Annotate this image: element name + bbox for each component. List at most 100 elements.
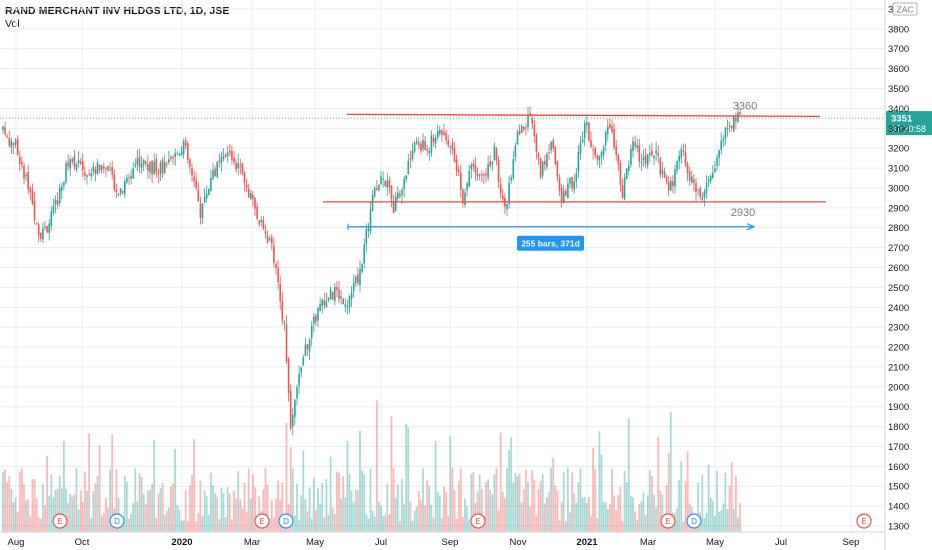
- candle-body: [46, 226, 48, 233]
- price-axis-label: 2100: [888, 362, 909, 373]
- volume-bar: [342, 476, 345, 532]
- price-axis-label: 2700: [888, 243, 909, 254]
- candle-body: [600, 152, 603, 157]
- candle-body: [405, 175, 407, 180]
- earnings-marker[interactable]: [470, 513, 486, 529]
- candle-body: [569, 178, 571, 185]
- candle-body: [187, 143, 189, 160]
- candle-body: [229, 150, 231, 153]
- candle-body: [497, 159, 500, 183]
- volume-bar: [23, 484, 25, 532]
- candle-body: [287, 358, 290, 394]
- candle-body: [550, 142, 552, 151]
- volume-bar: [327, 514, 330, 532]
- candle-body: [388, 180, 391, 187]
- dividend-marker[interactable]: [109, 513, 125, 529]
- volume-bar: [201, 515, 204, 532]
- volume-bar: [634, 511, 636, 532]
- candle-body: [693, 179, 695, 183]
- volume-bar: [617, 495, 620, 532]
- price-axis-label: 2900: [888, 203, 909, 214]
- earnings-marker[interactable]: [52, 513, 68, 529]
- candle-body: [273, 245, 275, 263]
- volume-bar: [285, 423, 288, 532]
- volume-bar: [304, 499, 307, 532]
- measure-badge-label: 255 bars, 371d: [521, 239, 580, 249]
- volume-bar: [577, 482, 580, 532]
- volume-bar: [336, 471, 338, 532]
- volume-bar: [434, 441, 437, 532]
- time-axis-label: 2021: [576, 537, 598, 548]
- volume-bar: [245, 511, 248, 532]
- volume-bar: [220, 487, 223, 532]
- candle-body: [415, 140, 418, 144]
- volume-bar: [39, 518, 42, 532]
- candle-body: [573, 181, 575, 190]
- candle-body: [19, 157, 21, 165]
- volume-bar: [648, 470, 651, 532]
- volume-bar: [48, 495, 51, 532]
- resistance-line[interactable]: [346, 113, 821, 118]
- time-axis-label: 2020: [171, 537, 192, 548]
- volume-bar: [88, 433, 90, 532]
- candle-body: [250, 193, 252, 199]
- candle-body: [340, 296, 342, 299]
- volume-bar: [537, 489, 540, 532]
- volume-bar: [130, 513, 132, 532]
- volume-bar: [657, 436, 660, 532]
- volume-bar: [69, 493, 72, 532]
- price-axis-label: 1300: [888, 522, 909, 533]
- volume-bar: [550, 467, 552, 532]
- volume-bar: [214, 492, 216, 532]
- candle-body: [235, 162, 237, 170]
- volume-bar: [390, 416, 393, 532]
- candle-body: [21, 162, 23, 165]
- volume-bar: [722, 503, 725, 532]
- volume-bar: [611, 468, 613, 532]
- candle-body: [386, 180, 389, 188]
- candle-body: [581, 139, 584, 143]
- candle-body: [119, 188, 122, 194]
- volume-bar: [726, 509, 729, 532]
- volume-bar: [142, 493, 145, 532]
- price-axis-label: 1400: [888, 502, 909, 513]
- candle-body: [111, 166, 113, 175]
- volume-bar: [126, 481, 128, 532]
- candle-body: [739, 112, 741, 115]
- volume-bar: [569, 512, 571, 532]
- volume-bar: [585, 502, 588, 532]
- candle-body: [220, 156, 223, 164]
- volume-bar: [233, 490, 235, 532]
- candle-body: [667, 181, 670, 191]
- candle-body: [466, 183, 468, 190]
- volume-bar: [579, 468, 582, 532]
- candle-body: [691, 176, 693, 183]
- earnings-marker[interactable]: [660, 513, 676, 529]
- volume-bar: [489, 489, 492, 532]
- candle-body: [319, 303, 321, 311]
- last-price-tag: [886, 111, 932, 136]
- volume-bar: [4, 469, 6, 532]
- volume-bar: [333, 513, 336, 532]
- volume-bar: [665, 485, 668, 532]
- candle-body: [88, 174, 90, 176]
- candle-body: [231, 151, 233, 160]
- volume-bar: [10, 488, 13, 532]
- volume-bar: [714, 516, 716, 532]
- candle-body: [338, 289, 340, 300]
- candle-body: [657, 153, 659, 156]
- dividend-marker[interactable]: [686, 513, 702, 529]
- earnings-marker[interactable]: [856, 513, 872, 529]
- volume-bar: [153, 439, 156, 532]
- candle-body: [468, 170, 470, 187]
- dividend-marker[interactable]: [278, 513, 294, 529]
- candle-body: [575, 172, 578, 182]
- candle-body: [289, 390, 292, 429]
- volume-bar: [31, 479, 34, 532]
- volume-bar: [632, 497, 634, 532]
- volume-bar: [115, 469, 118, 532]
- candle-body: [296, 387, 298, 399]
- earnings-marker[interactable]: [254, 513, 270, 529]
- candle-body: [617, 154, 620, 165]
